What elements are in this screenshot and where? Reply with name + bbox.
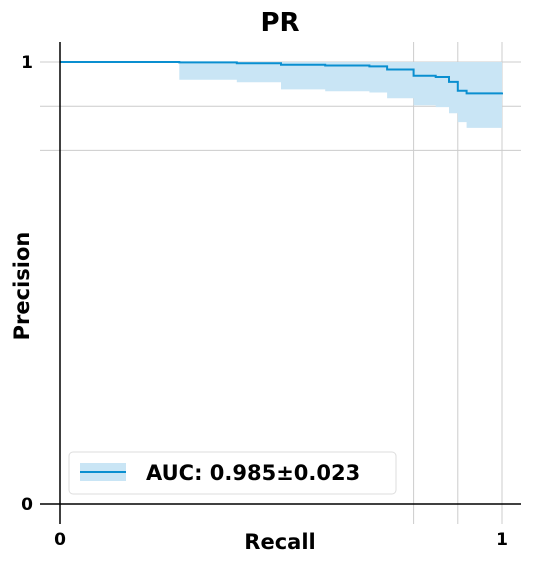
x-axis-label: Recall <box>244 530 315 554</box>
legend: AUC: 0.985±0.023 <box>68 451 397 495</box>
axes <box>40 42 521 524</box>
confidence-band-0 <box>60 62 502 128</box>
y-tick-label-0: 0 <box>21 495 33 515</box>
x-tick-label-1: 1 <box>496 530 508 550</box>
legend-box <box>68 451 397 495</box>
y-axis-label: Precision <box>10 232 34 341</box>
x-tick-label-0: 0 <box>54 530 66 550</box>
y-tick-label-1: 1 <box>21 53 33 73</box>
pr-curve-layer <box>60 61 503 95</box>
legend-label: AUC: 0.985±0.023 <box>146 461 360 485</box>
confidence-band-layer <box>60 62 502 128</box>
chart-title: PR <box>260 8 299 38</box>
pr-curve-line-0 <box>60 61 503 95</box>
tick-labels: 0 1 0 1 <box>21 53 508 550</box>
